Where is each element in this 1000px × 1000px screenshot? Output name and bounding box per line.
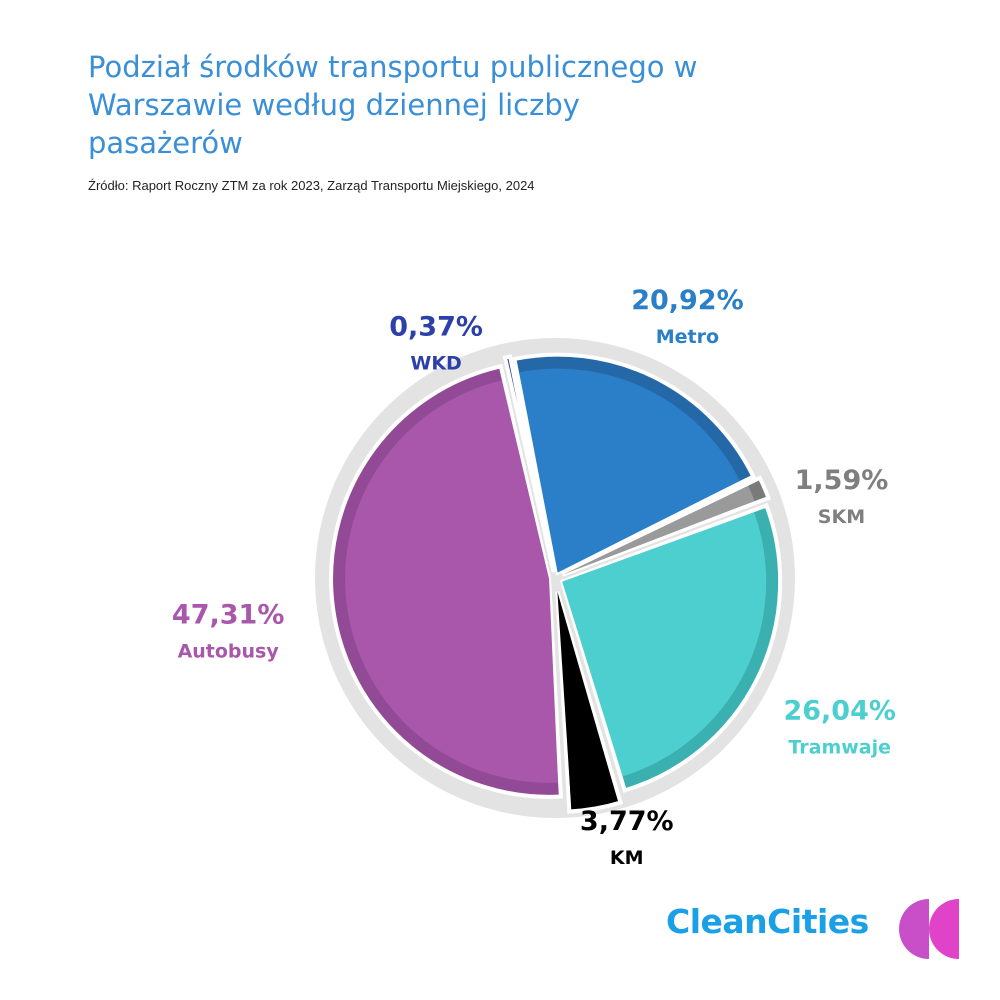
data-label-value-autobusy: 47,31%: [172, 600, 284, 631]
chart-title: Podział środków transportu publicznego w…: [88, 50, 698, 160]
pie-slice-km: [557, 591, 615, 798]
brand-logo-text: CleanCities: [666, 902, 869, 941]
data-label-name-autobusy: Autobusy: [178, 641, 280, 663]
chart-source: Źródło: Raport Roczny ZTM za rok 2023, Z…: [88, 178, 535, 193]
data-label-name-metro: Metro: [656, 326, 719, 348]
data-label-value-metro: 20,92%: [631, 285, 743, 316]
brand-logo-icon: [899, 899, 959, 959]
data-label-value-skm: 1,59%: [795, 465, 889, 496]
pie-slice-rim-wkd: [502, 354, 556, 573]
data-label-value-tramwaje: 26,04%: [783, 696, 895, 727]
data-label-name-tramwaje: Tramwaje: [788, 737, 891, 759]
pie-slice-autobusy: [345, 380, 559, 783]
data-label-value-wkd: 0,37%: [389, 312, 483, 343]
data-label-value-km: 3,77%: [580, 806, 674, 837]
data-label-name-km: KM: [610, 847, 644, 869]
data-label-name-wkd: WKD: [410, 353, 461, 375]
pie-slice-tramwaje: [562, 512, 767, 777]
data-label-name-skm: SKM: [818, 506, 865, 528]
pie-slice-metro: [519, 368, 740, 573]
pie-slice-skm: [562, 485, 755, 575]
